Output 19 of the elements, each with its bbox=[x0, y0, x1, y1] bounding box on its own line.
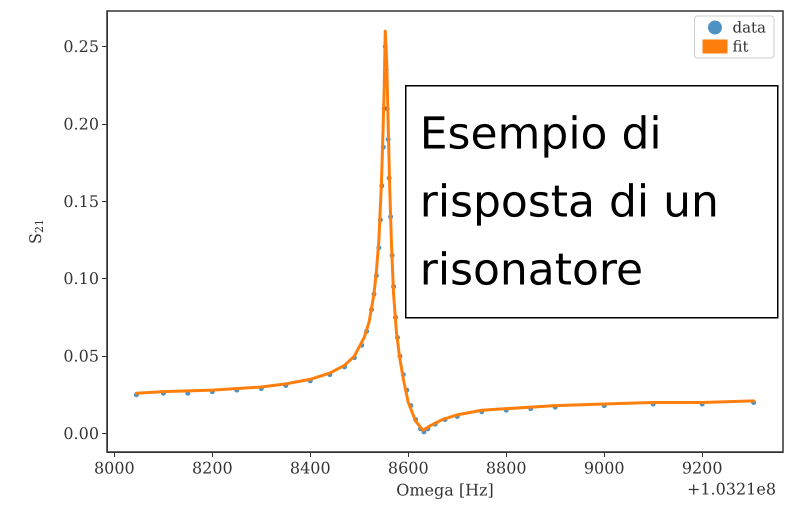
legend-label: data bbox=[732, 18, 766, 36]
x-tick-label: 8200 bbox=[192, 458, 233, 478]
legend-label: fit bbox=[732, 38, 749, 56]
x-axis-title: Omega [Hz] bbox=[396, 480, 494, 500]
y-tick-label: 0.25 bbox=[63, 37, 99, 56]
y-tick-label: 0.05 bbox=[63, 346, 99, 366]
y-tick-label: 0.15 bbox=[63, 192, 99, 211]
y-tick-label: 0.00 bbox=[63, 424, 99, 443]
y-tick-label: 0.20 bbox=[63, 114, 99, 134]
x-tick-label: 8000 bbox=[94, 458, 135, 478]
x-tick-label: 9200 bbox=[682, 458, 723, 478]
x-tick-label: 8600 bbox=[388, 458, 429, 478]
annotation: Esempio di risposta di un risonatore bbox=[420, 108, 733, 296]
text: +1.0321e8 bbox=[686, 480, 776, 498]
x-tick-label: 9000 bbox=[584, 458, 625, 478]
y-axis-title: S21 bbox=[26, 219, 46, 244]
x-tick-label: 8800 bbox=[486, 458, 527, 478]
x-tick-label: 8400 bbox=[290, 458, 331, 478]
y-tick-label: 0.10 bbox=[63, 269, 99, 288]
